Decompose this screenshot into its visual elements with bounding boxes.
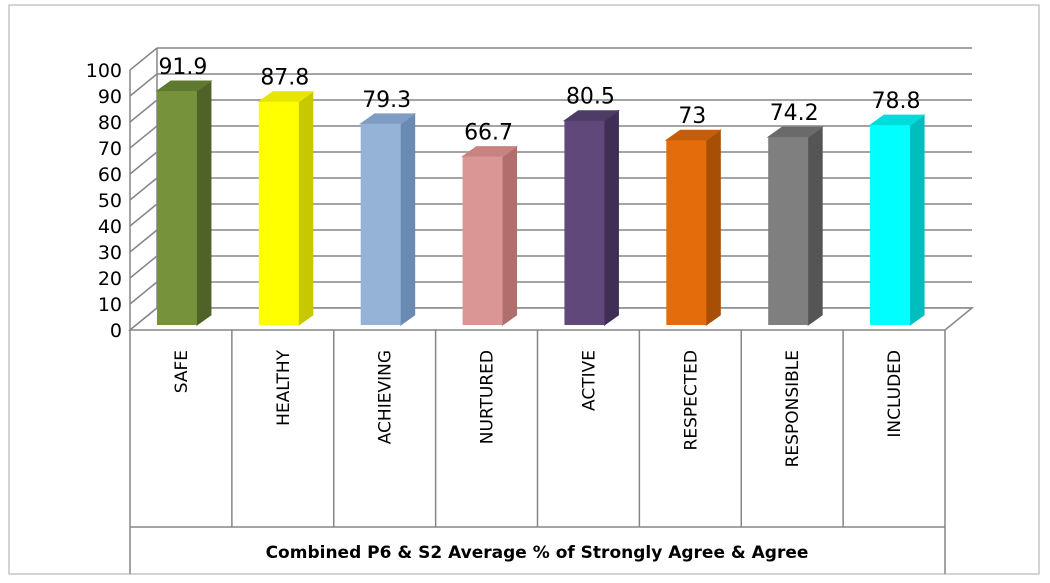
y-tick-label: 70	[98, 138, 122, 160]
y-tick-labels: 0 10 20 30 40 50 60 70 80 90 100	[86, 60, 122, 342]
bar-front	[870, 125, 911, 326]
gridline-side	[129, 281, 158, 305]
data-label: 78.8	[872, 89, 921, 114]
y-tick-label: 20	[98, 268, 122, 290]
bar-front	[156, 91, 197, 325]
y-tick-label: 50	[98, 190, 122, 212]
bar-side	[298, 90, 314, 326]
category-label: HEALTHY	[274, 349, 294, 425]
category-labels: SAFE HEALTHY ACHIEVING NURTURED ACTIVE RESPEC…	[172, 349, 905, 467]
bar	[461, 145, 519, 326]
data-label: 74.2	[770, 101, 819, 126]
bars	[155, 80, 926, 326]
y-tick-label: 10	[98, 294, 122, 316]
gridline-side	[129, 73, 158, 97]
bar-front	[768, 137, 809, 325]
gridline-side	[129, 203, 158, 227]
bar-front	[360, 123, 401, 325]
bar	[155, 80, 213, 326]
data-labels: 91.9 87.8 79.3 66.7 80.5 73 74.2 78.8	[158, 55, 920, 146]
bar-side	[807, 126, 823, 326]
data-label: 79.3	[362, 88, 411, 113]
category-label: NURTURED	[478, 350, 498, 444]
bar	[664, 129, 722, 326]
gridline-side	[129, 47, 158, 71]
data-label: 91.9	[158, 55, 207, 80]
data-label: 87.8	[260, 66, 309, 91]
gridline-side	[129, 125, 158, 149]
category-label: SAFE	[172, 350, 192, 393]
bar-side	[196, 80, 212, 326]
data-label: 73	[678, 104, 706, 129]
y-tick-label: 90	[98, 86, 122, 108]
bar	[359, 112, 417, 326]
data-label: 66.7	[464, 121, 513, 146]
gridline-side	[129, 151, 158, 175]
category-label: ACTIVE	[579, 350, 599, 411]
gridline-side	[129, 177, 158, 201]
gridline-side	[129, 255, 158, 279]
x-axis-title: Combined P6 & S2 Average % of Strongly A…	[266, 543, 809, 563]
bar-side	[502, 145, 518, 326]
bar-side	[909, 114, 925, 326]
bar	[562, 109, 620, 326]
category-label: ACHIEVING	[376, 350, 396, 444]
bar-front	[258, 101, 299, 325]
bar-front	[564, 120, 605, 325]
chart-floor	[127, 307, 975, 331]
y-tick-label: 0	[110, 320, 122, 342]
y-tick-label: 80	[98, 112, 122, 134]
bar-front	[666, 140, 707, 325]
category-label: RESPONSIBLE	[783, 350, 803, 467]
bar-side	[400, 112, 416, 326]
data-label: 80.5	[566, 85, 615, 110]
bar	[766, 126, 824, 326]
category-label: RESPECTED	[681, 350, 701, 450]
y-tick-label: 100	[86, 60, 122, 82]
axes	[127, 48, 975, 574]
gridline-side	[129, 229, 158, 253]
gridline-side	[129, 99, 158, 123]
y-tick-label: 40	[98, 216, 122, 238]
y-tick-label: 30	[98, 242, 122, 264]
bar-side	[603, 109, 619, 326]
bar-side	[705, 129, 721, 326]
bar-front	[462, 156, 503, 325]
category-label: INCLUDED	[885, 350, 905, 438]
bar	[868, 114, 926, 326]
y-tick-label: 60	[98, 164, 122, 186]
bar	[257, 90, 315, 326]
